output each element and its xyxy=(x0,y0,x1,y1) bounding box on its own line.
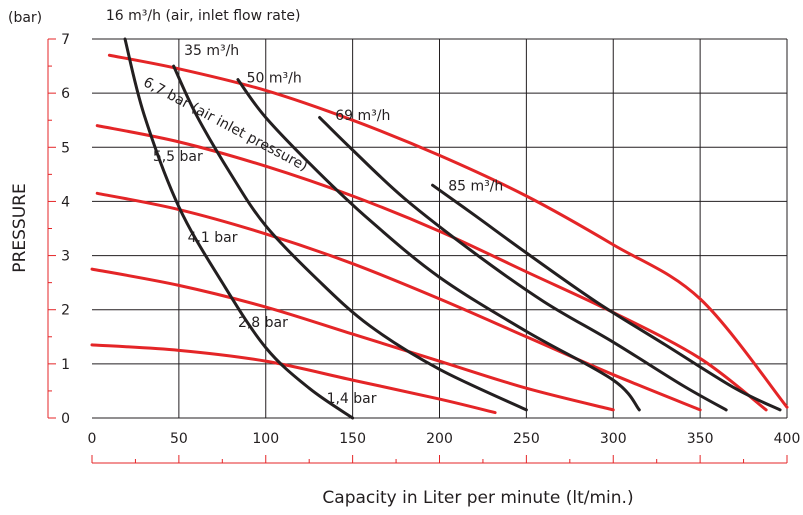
curve-annotation: 1,4 bar xyxy=(327,391,377,407)
pressure-curve xyxy=(107,53,789,409)
x-tick-label: 100 xyxy=(252,431,279,447)
x-axis-title: Capacity in Liter per minute (lt/min.) xyxy=(322,488,633,508)
curve-annotation: 35 m³/h xyxy=(184,43,239,59)
x-tick-label: 200 xyxy=(426,431,453,447)
air-flow-curves xyxy=(123,37,782,420)
x-tick-label: 150 xyxy=(339,431,366,447)
pressure-curves xyxy=(90,53,789,415)
x-tick-label: 350 xyxy=(687,431,714,447)
y-tick-label: 3 xyxy=(61,249,70,265)
air-flow-curve xyxy=(318,116,728,412)
curve-annotation: 50 m³/h xyxy=(247,70,302,86)
x-tick-label: 400 xyxy=(774,431,801,447)
curve-annotation: 85 m³/h xyxy=(448,179,503,195)
x-tick-label: 50 xyxy=(170,431,188,447)
y-tick-label: 0 xyxy=(61,411,70,427)
grid-lines xyxy=(92,38,788,419)
y-tick-label: 6 xyxy=(61,86,70,102)
y-tick-label: 2 xyxy=(61,303,70,319)
y-tick-label: 7 xyxy=(61,32,70,48)
air-flow-curve xyxy=(431,183,782,412)
curve-annotation: 2,8 bar xyxy=(238,315,288,331)
pressure-curve xyxy=(90,267,615,412)
x-tick-label: 0 xyxy=(88,431,97,447)
air-flow-curve xyxy=(123,37,355,420)
y-tick-label: 4 xyxy=(61,194,70,210)
air-flow-curve xyxy=(236,78,641,412)
y-tick-label: 5 xyxy=(61,140,70,156)
x-tick-label: 300 xyxy=(600,431,627,447)
x-axis: 0 50 100 150 200 250 300 350 400 xyxy=(88,431,801,464)
pressure-curve xyxy=(95,124,768,412)
air-flow-curve xyxy=(172,64,528,412)
y-unit-label: (bar) xyxy=(8,10,42,26)
x-tick-label: 250 xyxy=(513,431,540,447)
pressure-curve xyxy=(90,343,497,415)
y-axis-title: PRESSURE xyxy=(10,183,30,272)
curve-annotation: 16 m³/h (air, inlet flow rate) xyxy=(106,8,301,24)
pressure-curve xyxy=(95,191,702,412)
curve-annotation: 4,1 bar xyxy=(188,230,238,246)
curve-annotation: 69 m³/h xyxy=(335,108,390,124)
y-axis: 0 1 2 3 4 5 6 7 xyxy=(47,32,70,427)
curve-annotation: 5,5 bar xyxy=(153,149,203,165)
y-tick-label: 1 xyxy=(61,357,70,373)
